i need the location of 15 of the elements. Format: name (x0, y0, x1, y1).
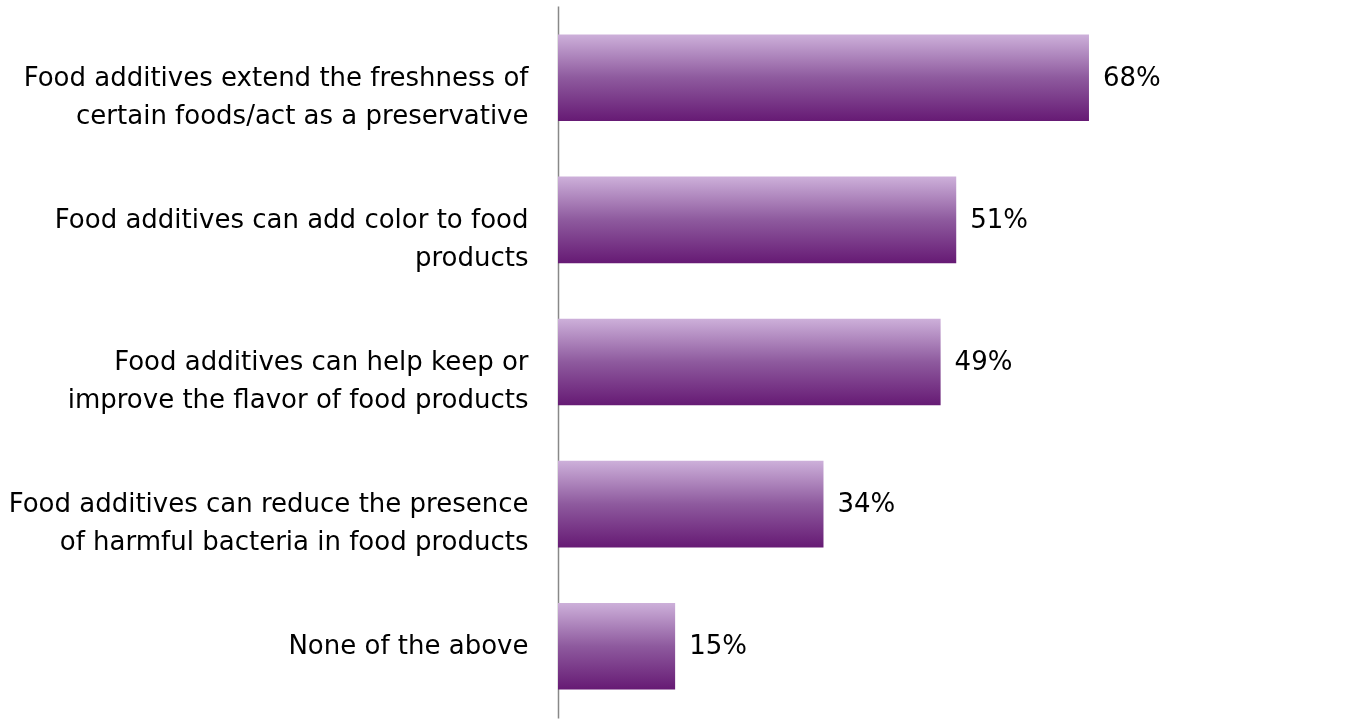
y-tick-label: Food additives can reduce the presence of harmful bacteria in food products (8, 488, 529, 557)
data-label: 34% (837, 488, 896, 519)
bar (558, 602, 676, 690)
bar (558, 34, 1089, 122)
y-tick-label: Food additives can add color to food products (54, 203, 529, 272)
data-label: 68% (1102, 61, 1161, 92)
bar (558, 460, 824, 548)
data-label: 15% (689, 630, 747, 661)
bar (558, 318, 941, 406)
data-label: 51% (970, 203, 1029, 234)
y-tick-label: Food additives can help keep or improve the flavor of food products (67, 346, 529, 414)
data-label: 49% (954, 346, 1013, 376)
bar (558, 176, 957, 264)
y-tick-label: None of the above (288, 630, 529, 661)
y-tick-label: Food additives extend the freshness of certain foods/act as a preservative (23, 61, 530, 130)
